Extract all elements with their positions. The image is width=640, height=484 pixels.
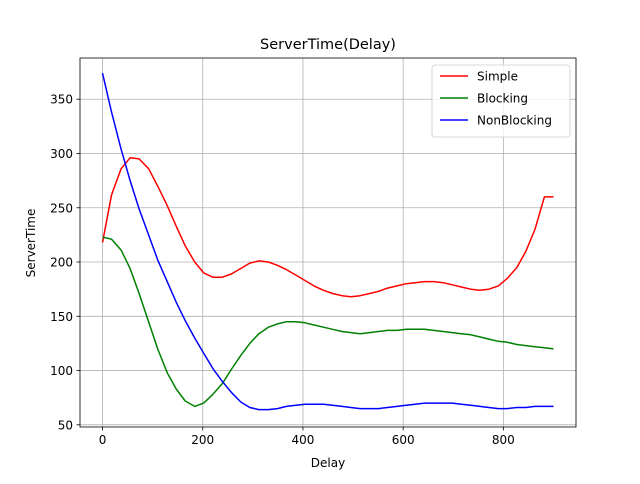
series-line-blocking	[102, 236, 554, 408]
series-line-nonblocking	[101, 73, 554, 411]
x-tick-label: 400	[291, 433, 314, 447]
x-tick-label: 0	[99, 433, 107, 447]
x-axis-label: Delay	[311, 456, 345, 470]
legend-label-nonblocking: NonBlocking	[477, 114, 552, 128]
legend-box	[431, 64, 571, 138]
x-tick-label: 600	[392, 433, 415, 447]
y-tick-label: 300	[50, 147, 73, 161]
series-line-simple	[101, 157, 554, 298]
chart-title: ServerTime(Delay)	[260, 37, 396, 53]
x-tick-label: 800	[492, 433, 515, 447]
legend-label-blocking: Blocking	[477, 92, 528, 106]
y-tick-label: 50	[58, 418, 73, 432]
y-tick-label: 350	[50, 93, 73, 107]
grid-lines	[80, 58, 576, 427]
y-axis-label: ServerTime	[24, 209, 38, 278]
legend-label-simple: Simple	[477, 70, 518, 84]
x-axis-ticks: 0 200 400 600 800	[99, 427, 515, 447]
y-axis-ticks: 50 100 150 200 250 300 350	[50, 93, 80, 432]
series-lines	[101, 73, 554, 411]
legend: Simple Blocking NonBlocking	[431, 64, 571, 138]
y-tick-label: 100	[50, 364, 73, 378]
y-tick-label: 250	[50, 201, 73, 215]
plot-frame	[79, 57, 577, 428]
y-tick-label: 150	[50, 310, 73, 324]
y-tick-label: 200	[50, 256, 73, 270]
x-tick-label: 200	[191, 433, 214, 447]
